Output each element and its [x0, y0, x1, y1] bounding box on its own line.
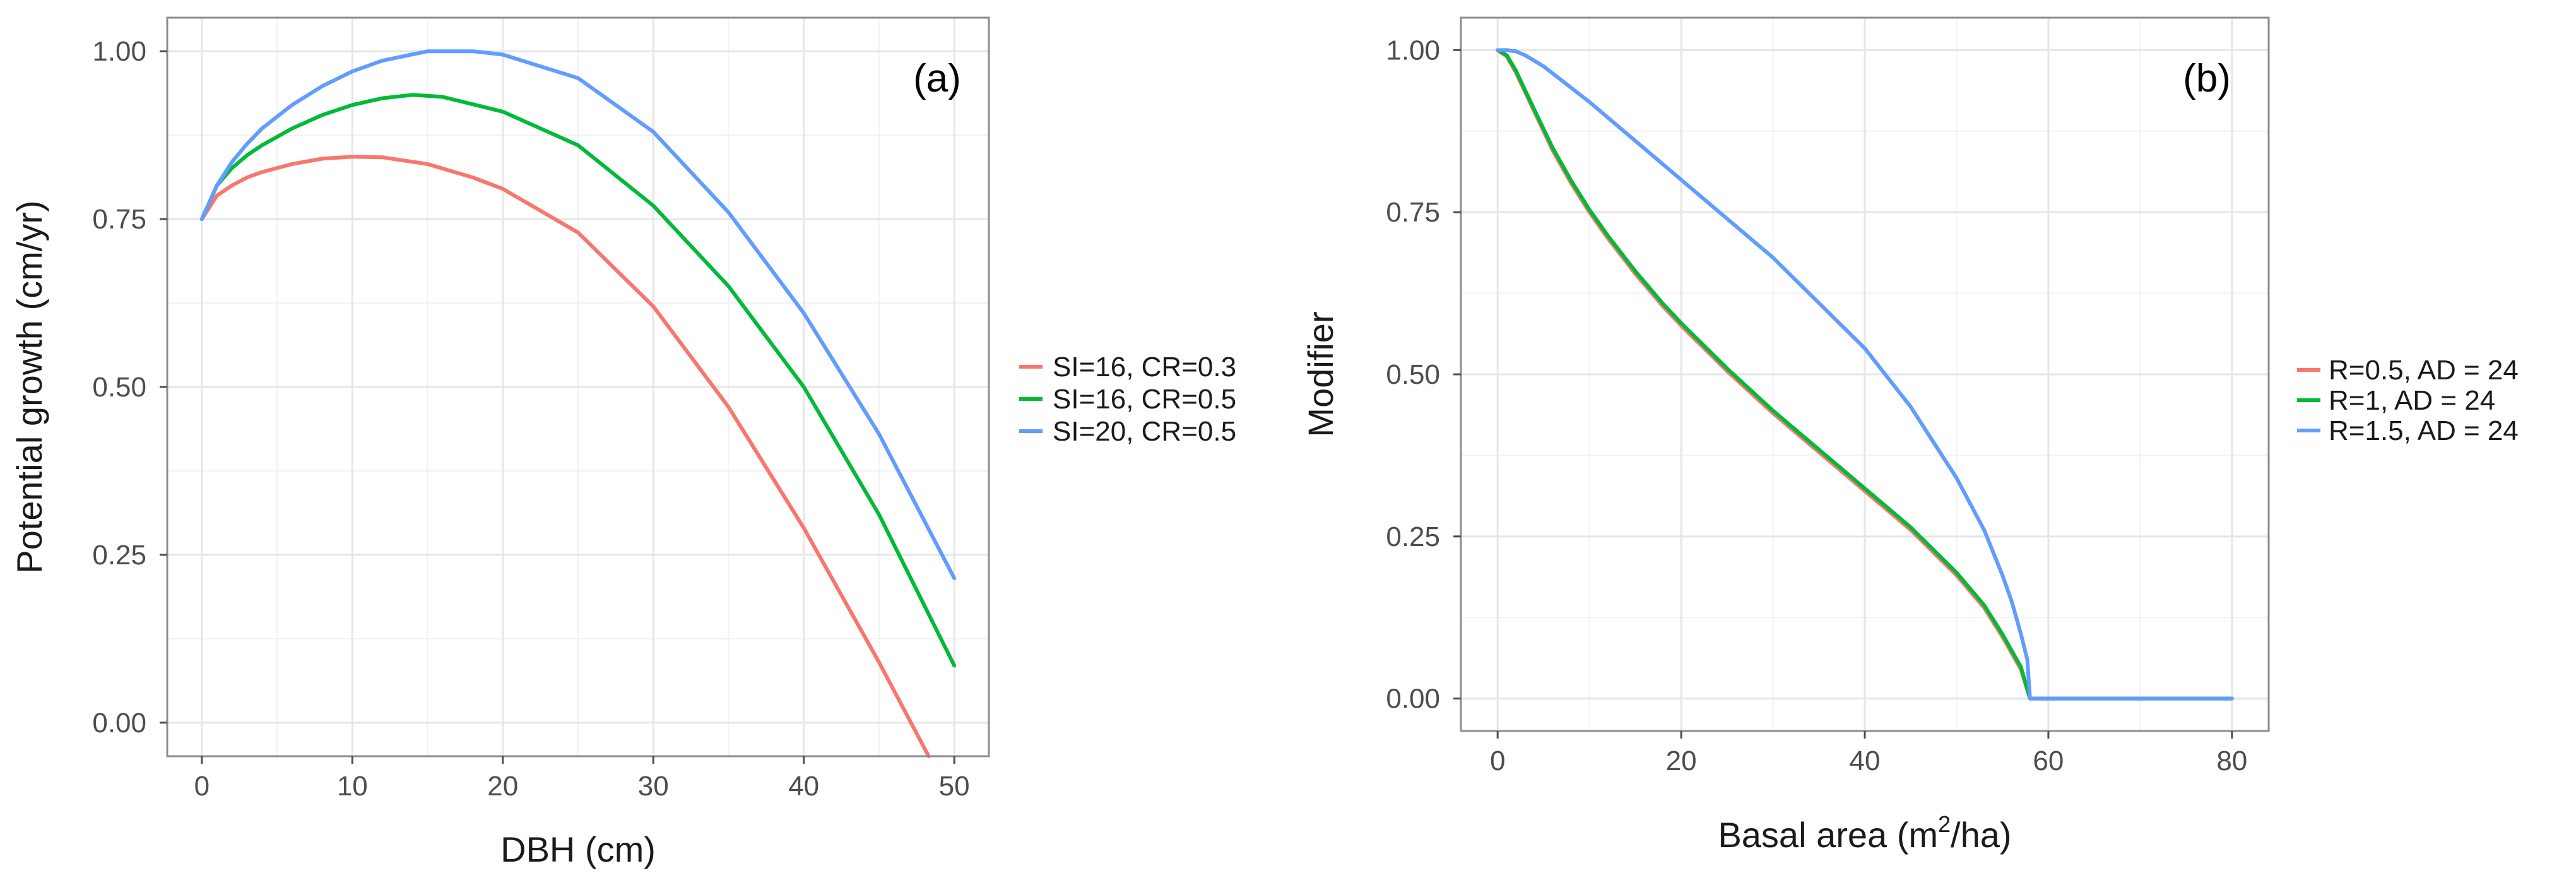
panel-a-label: (a) — [913, 57, 961, 100]
panel-b-y-axis-title: Modifier — [1301, 311, 1340, 437]
x-tick-label: 50 — [939, 771, 970, 802]
panel-b-label: (b) — [2183, 57, 2231, 100]
x-tick-label: 10 — [337, 771, 368, 802]
y-tick-label: 1.00 — [92, 36, 146, 67]
panel-a-potential-growth: 0 10 20 30 40 50 0.00 0.25 0.50 0.75 1.00 (a) DBH … — [9, 16, 990, 869]
x-tick-label: 20 — [1666, 745, 1697, 776]
panel-b-x-title-superscript: 2 — [1938, 811, 1951, 837]
legend-a-label-1: SI=16, CR=0.3 — [1053, 352, 1236, 383]
panel-b-x-axis-title: Basal area (m2/ha) — [1718, 811, 2011, 855]
x-tick-label: 40 — [788, 771, 819, 802]
legend-a-label-3: SI=20, CR=0.5 — [1053, 416, 1236, 447]
panel-b-ticks: 0 20 40 60 80 0.00 0.25 0.50 0.75 1.00 — [1386, 35, 2247, 776]
legend-a-label-2: SI=16, CR=0.5 — [1053, 384, 1236, 415]
y-tick-label: 0.25 — [92, 540, 146, 571]
x-tick-label: 20 — [487, 771, 518, 802]
x-tick-label: 40 — [1850, 745, 1881, 776]
y-tick-label: 0.00 — [1386, 684, 1440, 715]
series-line-2 — [1496, 48, 2234, 701]
panel-b-legend: R=0.5, AD = 24 R=1, AD = 24 R=1.5, AD = … — [2297, 355, 2519, 446]
y-tick-label: 0.25 — [1386, 521, 1440, 552]
series-line-3 — [1496, 48, 2234, 701]
x-tick-label: 0 — [194, 771, 210, 802]
y-tick-label: 0.50 — [92, 372, 146, 403]
series-line-1 — [199, 155, 931, 758]
series-line-2 — [199, 93, 957, 668]
x-tick-label: 80 — [2216, 745, 2247, 776]
series-line-3 — [199, 49, 957, 581]
panel-a-y-axis-title: Potential growth (cm/yr) — [9, 200, 49, 573]
y-tick-label: 0.50 — [1386, 359, 1440, 390]
y-tick-label: 0.75 — [92, 204, 146, 235]
x-tick-label: 0 — [1490, 745, 1505, 776]
x-tick-label: 60 — [2033, 745, 2064, 776]
y-tick-label: 0.75 — [1386, 197, 1440, 228]
x-tick-label: 30 — [638, 771, 669, 802]
panel-a-ticks: 0 10 20 30 40 50 0.00 0.25 0.50 0.75 1.00 — [92, 36, 969, 802]
legend-b-label-3: R=1.5, AD = 24 — [2329, 415, 2519, 446]
panel-b-series — [1496, 48, 2234, 701]
panel-b-x-title-main: Basal area (m — [1718, 815, 1938, 855]
y-tick-label: 0.00 — [92, 708, 146, 739]
panel-b-x-title-tail: /ha) — [1951, 815, 2012, 855]
legend-b-label-2: R=1, AD = 24 — [2329, 385, 2495, 416]
panel-a-legend: SI=16, CR=0.3 SI=16, CR=0.5 SI=20, CR=0.… — [1019, 352, 1236, 447]
panel-b-modifier: 0 20 40 60 80 0.00 0.25 0.50 0.75 1.00 (b) Basal … — [1301, 16, 2270, 855]
y-tick-label: 1.00 — [1386, 35, 1440, 66]
panel-a-x-axis-title: DBH (cm) — [500, 829, 656, 869]
legend-b-label-1: R=0.5, AD = 24 — [2329, 355, 2519, 386]
panel-a-series — [199, 49, 957, 758]
